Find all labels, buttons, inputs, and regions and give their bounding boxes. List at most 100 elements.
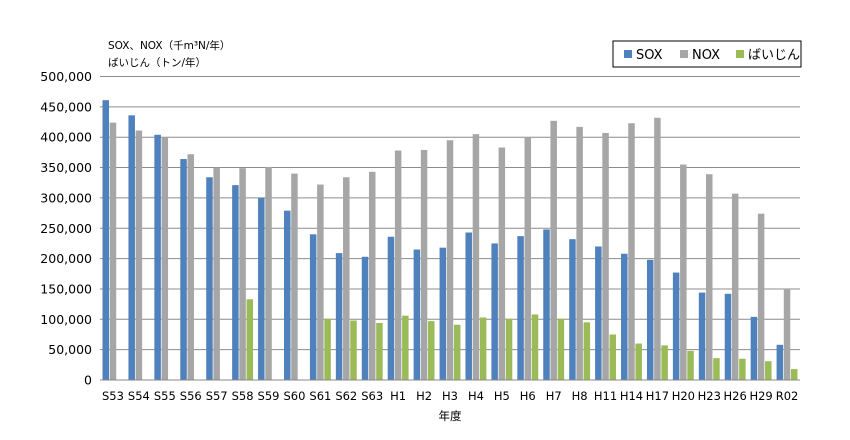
x-axis-label: 年度: [439, 409, 462, 423]
bar-nox-H5: [498, 147, 506, 380]
bar-sox-S57: [206, 177, 213, 380]
legend: SOX NOX ばいじん: [612, 40, 802, 68]
bar-nox-S55: [161, 137, 169, 380]
x-tick-label: S58: [232, 389, 254, 403]
y-axis-ticks: 0 50,000 100,000 150,000 200,000 250,000 300,0…: [40, 69, 92, 388]
bar-sox-H1: [387, 236, 395, 380]
y-tick-label: 0: [84, 373, 92, 388]
bar-nox-H7: [550, 120, 557, 380]
bar-nox-H11: [602, 132, 609, 380]
x-axis-ticks: S53 S54 S55 S56 S57 S58 S59 S60 S61 S62 S63 H1 H2 H3 H…: [102, 389, 798, 403]
bar-dust-H5: [505, 318, 513, 380]
bar-dust-H2: [428, 321, 435, 380]
bar-nox-S59: [265, 166, 272, 380]
x-tick-label: S63: [361, 389, 383, 403]
bar-sox-H4: [465, 232, 472, 380]
x-tick-label: S53: [102, 389, 124, 403]
bar-sox-H8: [569, 239, 576, 380]
bar-nox-S62: [343, 177, 350, 380]
bar-dust-H6: [531, 314, 539, 380]
bar-nox-S56: [187, 154, 194, 380]
x-tick-label: H23: [698, 389, 721, 403]
legend-label-nox: NOX: [692, 48, 720, 63]
bar-nox-H23: [706, 174, 713, 380]
bar-dust-H26: [739, 358, 746, 380]
x-tick-label: H20: [672, 389, 695, 403]
bar-nox-H4: [472, 134, 480, 380]
bar-dust-R02: [790, 369, 798, 380]
bar-nox-H17: [654, 117, 661, 380]
y-tick-label: 50,000: [48, 342, 92, 357]
bar-dust-S58: [246, 299, 254, 380]
y-tick-label: 500,000: [40, 69, 92, 84]
bar-dust-H1: [402, 315, 409, 380]
x-tick-label: S62: [335, 389, 357, 403]
bar-sox-H29: [750, 316, 758, 380]
x-tick-label: S54: [128, 389, 150, 403]
bar-sox-H5: [491, 243, 498, 380]
x-tick-label: H4: [468, 389, 484, 403]
y-tick-label: 100,000: [40, 312, 92, 327]
bar-dust-H14: [635, 343, 642, 380]
bar-sox-S56: [180, 159, 187, 380]
legend-swatch-dust: [736, 50, 744, 58]
x-tick-label: R02: [776, 389, 799, 403]
bar-sox-H2: [413, 249, 421, 380]
bar-nox-H1: [394, 150, 402, 380]
legend-label-dust: ばいじん: [748, 48, 800, 63]
x-tick-label: S57: [206, 389, 228, 403]
y-tick-label: 300,000: [40, 190, 92, 205]
bar-sox-H14: [621, 253, 628, 380]
bar-dust-S62: [350, 320, 357, 380]
bar-sox-S55: [154, 134, 161, 380]
bar-sox-H6: [517, 236, 524, 380]
bar-dust-S63: [376, 322, 383, 380]
x-tick-label: S61: [309, 389, 331, 403]
bar-sox-R02: [776, 344, 784, 380]
legend-label-sox: SOX: [636, 48, 663, 63]
unit-label-dust: ばいじん（トン/年）: [108, 56, 206, 69]
bar-nox-R02: [783, 288, 791, 380]
y-tick-label: 450,000: [40, 99, 92, 114]
bar-sox-H17: [646, 259, 654, 380]
unit-label-sox-nox: SOX、NOX（千m³N/年）: [108, 39, 230, 52]
bar-nox-S60: [291, 173, 298, 380]
bar-sox-S60: [283, 210, 291, 380]
bar-dust-H11: [609, 334, 617, 380]
y-tick-label: 350,000: [40, 160, 92, 175]
x-tick-label: H26: [724, 389, 747, 403]
bar-sox-H23: [698, 292, 706, 380]
bar-nox-H20: [680, 164, 687, 380]
x-tick-label: S56: [180, 389, 202, 403]
bar-dust-H3: [453, 324, 461, 380]
bar-nox-S58: [239, 168, 246, 380]
bar-sox-S61: [309, 234, 317, 380]
bar-nox-H8: [576, 126, 583, 380]
bar-sox-S53: [102, 100, 110, 380]
bar-nox-H2: [420, 149, 428, 380]
bar-nox-S61: [317, 184, 324, 380]
x-tick-label: S60: [283, 389, 305, 403]
bar-dust-S61: [324, 318, 331, 380]
bar-sox-H20: [672, 272, 680, 380]
bar-nox-S63: [368, 171, 376, 380]
x-tick-label: H11: [594, 389, 617, 403]
bar-dust-H8: [583, 322, 591, 380]
legend-box: [612, 40, 802, 68]
bar-nox-H3: [446, 140, 454, 380]
x-tick-label: S59: [258, 389, 280, 403]
bar-dust-H29: [765, 361, 772, 380]
unit-labels: SOX、NOX（千m³N/年） ばいじん（トン/年）: [108, 39, 230, 69]
bar-dust-H23: [713, 358, 720, 380]
x-tick-label: H7: [546, 389, 562, 403]
x-tick-label: H3: [442, 389, 458, 403]
y-tick-label: 200,000: [40, 251, 92, 266]
bar-nox-H26: [731, 193, 739, 380]
y-tick-label: 250,000: [40, 221, 92, 236]
bar-sox-H11: [595, 246, 602, 380]
bar-sox-H26: [724, 293, 732, 380]
bar-dust-H7: [557, 318, 565, 380]
y-tick-label: 150,000: [40, 281, 92, 296]
x-tick-label: H1: [390, 389, 406, 403]
